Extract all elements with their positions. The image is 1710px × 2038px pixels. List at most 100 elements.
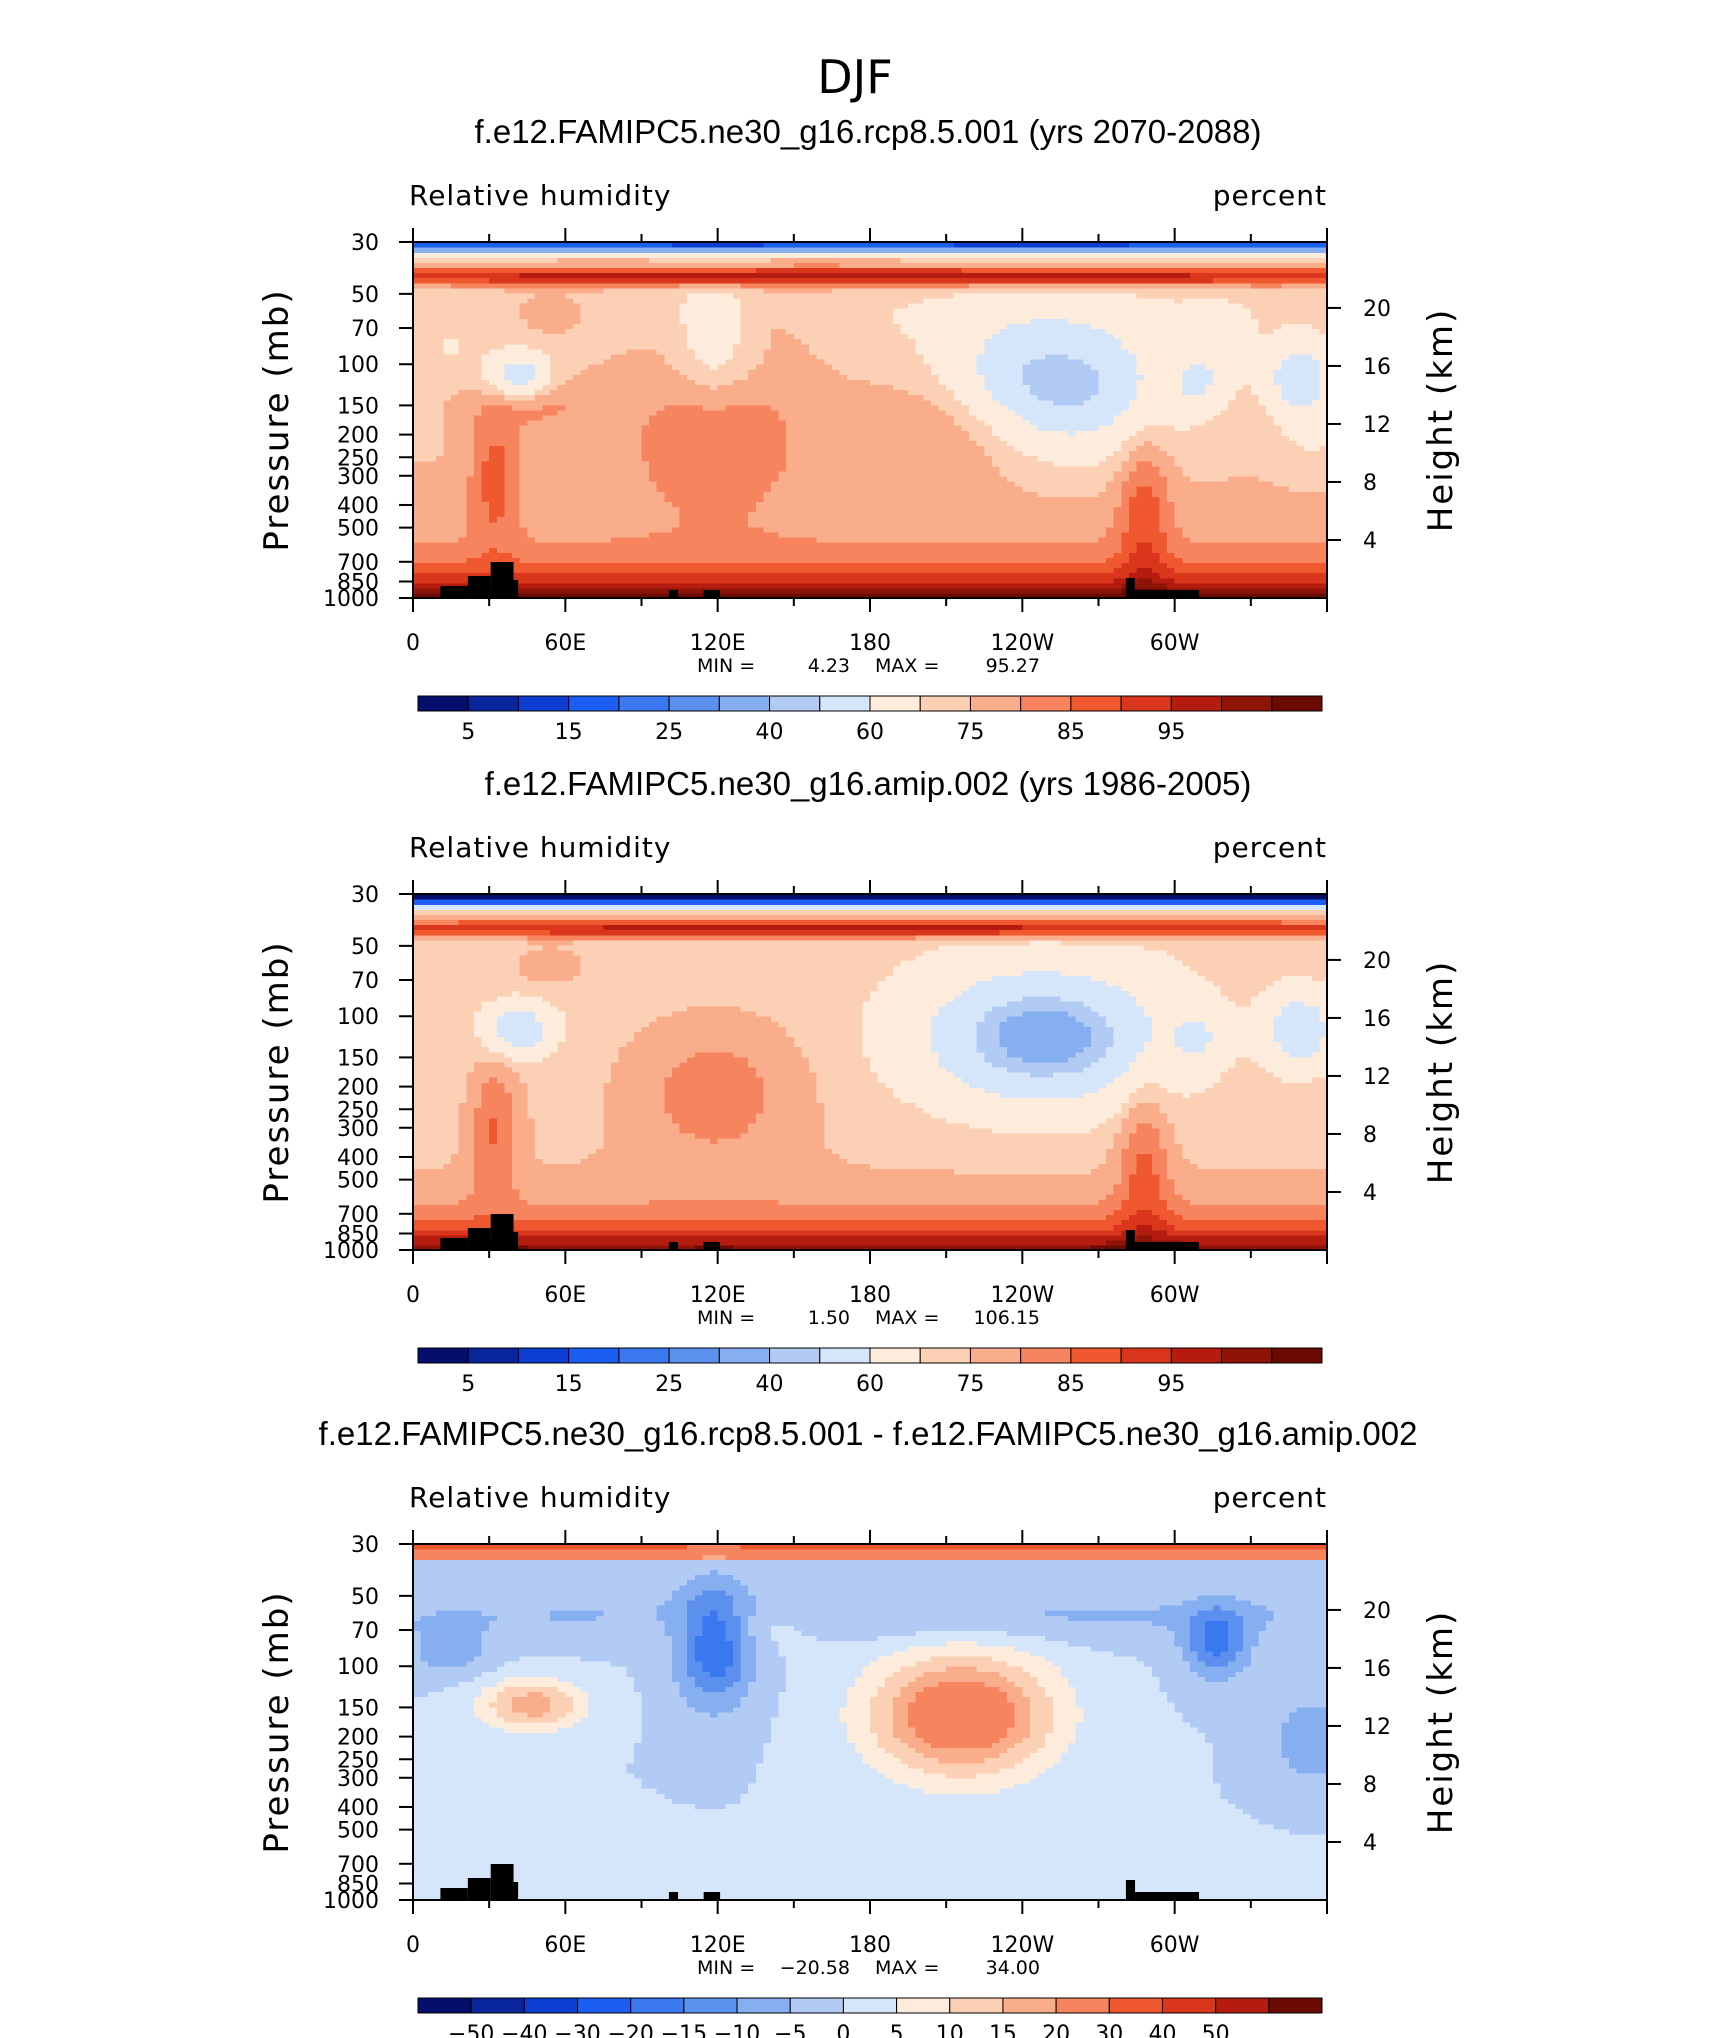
field-cell — [1258, 542, 1266, 548]
field-cell — [1312, 583, 1320, 589]
field-cell — [984, 567, 992, 573]
field-cell — [779, 552, 787, 558]
field-cell — [619, 537, 627, 543]
field-cell — [862, 537, 870, 543]
field-cell — [931, 583, 939, 589]
field-cell — [573, 552, 581, 558]
field-cell — [520, 588, 528, 594]
field-cell — [718, 542, 726, 548]
field-cell — [664, 583, 672, 589]
field-cell — [474, 542, 482, 548]
field-cell — [596, 522, 604, 528]
field-cell — [954, 567, 962, 573]
field-cell — [596, 557, 604, 563]
field-cell — [474, 567, 482, 573]
field-cell — [558, 547, 566, 553]
field-cell — [1243, 578, 1251, 584]
field-cell — [1060, 573, 1068, 579]
field-cell — [900, 562, 908, 568]
field-cell — [1281, 557, 1289, 563]
field-cell — [443, 522, 451, 528]
field-cell — [931, 578, 939, 584]
field-cell — [1228, 532, 1236, 538]
field-cell — [657, 537, 665, 543]
field-cell — [443, 527, 451, 533]
field-cell — [619, 542, 627, 548]
field-cell — [489, 522, 497, 528]
field-cell — [1243, 537, 1251, 543]
field-cell — [664, 573, 672, 579]
field-cell — [588, 573, 596, 579]
field-cell — [1053, 567, 1061, 573]
field-cell — [1258, 547, 1266, 553]
field-cell — [702, 522, 710, 528]
field-cell — [1144, 567, 1152, 573]
field-cell — [824, 547, 832, 553]
field-cell — [619, 573, 627, 579]
field-cell — [1091, 578, 1099, 584]
field-cell — [961, 532, 969, 538]
field-cell — [542, 552, 550, 558]
field-cell — [1274, 552, 1282, 558]
field-cell — [1281, 527, 1289, 533]
field-cell — [695, 567, 703, 573]
field-cell — [756, 557, 764, 563]
field-cell — [977, 578, 985, 584]
field-cell — [1266, 547, 1274, 553]
field-cell — [1106, 562, 1114, 568]
field-cell — [1121, 532, 1129, 538]
field-cell — [992, 588, 1000, 594]
field-cell — [794, 588, 802, 594]
field-cell — [832, 542, 840, 548]
field-cell — [1068, 567, 1076, 573]
field-cell — [558, 542, 566, 548]
field-cell — [474, 522, 482, 528]
field-cell — [459, 542, 467, 548]
field-cell — [1297, 557, 1305, 563]
field-cell — [642, 552, 650, 558]
field-cell — [1304, 557, 1312, 563]
field-cell — [900, 542, 908, 548]
field-cell — [603, 542, 611, 548]
field-cell — [794, 583, 802, 589]
field-cell — [611, 547, 619, 553]
field-cell — [984, 532, 992, 538]
field-cell — [748, 537, 756, 543]
field-cell — [801, 537, 809, 543]
field-cell — [1251, 583, 1259, 589]
field-cell — [817, 588, 825, 594]
field-cell — [1167, 562, 1175, 568]
field-cell — [878, 552, 886, 558]
field-cell — [946, 537, 954, 543]
field-cell — [794, 537, 802, 543]
field-cell — [695, 537, 703, 543]
field-cell — [1159, 557, 1167, 563]
field-cell — [466, 537, 474, 543]
field-cell — [413, 562, 421, 568]
field-cell — [1281, 547, 1289, 553]
field-cell — [451, 527, 459, 533]
field-cell — [954, 552, 962, 558]
field-cell — [870, 578, 878, 584]
field-cell — [680, 567, 688, 573]
field-cell — [756, 552, 764, 558]
field-cell — [1159, 578, 1167, 584]
field-cell — [581, 573, 589, 579]
field-cell — [939, 537, 947, 543]
field-cell — [1236, 583, 1244, 589]
field-cell — [527, 583, 535, 589]
field-cell — [680, 562, 688, 568]
field-cell — [1015, 573, 1023, 579]
field-cell — [969, 557, 977, 563]
field-cell — [428, 567, 436, 573]
field-cell — [474, 557, 482, 563]
field-cell — [1022, 542, 1030, 548]
field-cell — [893, 588, 901, 594]
field-cell — [725, 583, 733, 589]
field-cell — [1007, 537, 1015, 543]
field-cell — [1182, 583, 1190, 589]
field-cell — [1274, 547, 1282, 553]
field-cell — [954, 527, 962, 533]
field-cell — [840, 552, 848, 558]
field-cell — [1289, 532, 1297, 538]
